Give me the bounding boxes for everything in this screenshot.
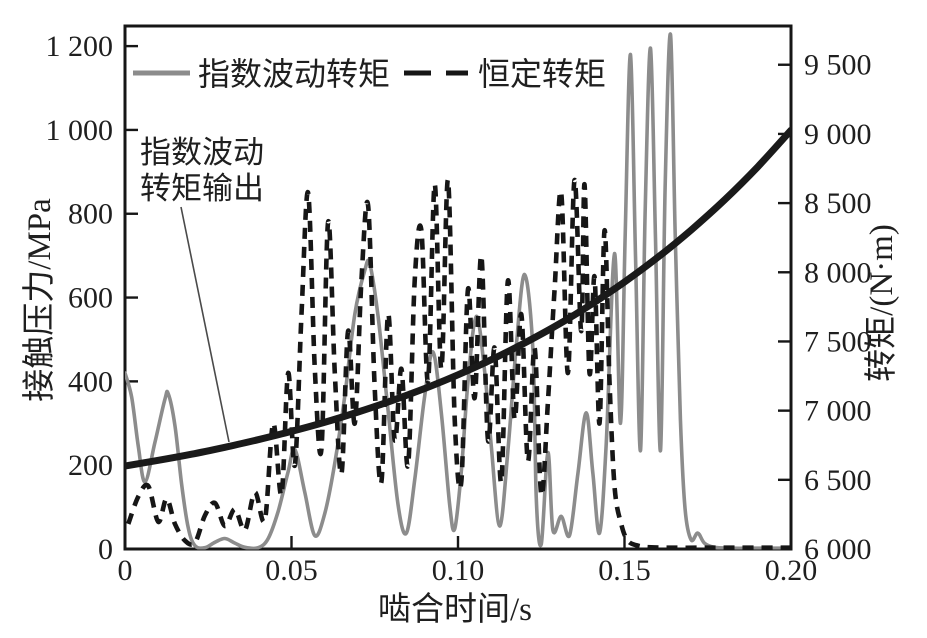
x-tick-label: 0.15	[598, 554, 651, 587]
x-tick-label: 0.05	[265, 554, 318, 587]
annotation-leader-line	[180, 206, 230, 443]
annotation-line1: 指数波动	[140, 135, 264, 170]
series-layer	[125, 32, 791, 550]
annotation-line2: 转矩输出	[140, 171, 264, 206]
legend-label-constant: 恒定转矩	[478, 56, 606, 92]
y-left-tick-label: 800	[68, 198, 113, 231]
y-right-tick-label: 8 500	[804, 187, 872, 220]
legend: 指数波动转矩 恒定转矩	[133, 56, 606, 92]
y-left-tick-label: 1 200	[46, 30, 114, 63]
y-left-tick-label: 1 000	[46, 114, 114, 147]
series-curve-1-constant-torque	[126, 177, 791, 550]
y-right-tick-label: 6 500	[804, 464, 872, 497]
series-curve-2-torque-output	[125, 126, 791, 470]
y-left-tick-label: 0	[98, 533, 113, 566]
y-left-tick-label: 200	[68, 449, 113, 482]
y-right-tick-label: 9 000	[804, 118, 872, 151]
annotation-torque-output: 指数波动 转矩输出	[140, 135, 264, 443]
plot-border	[123, 24, 793, 551]
y-right-tick-label: 7 500	[804, 325, 872, 358]
ticks-layer: 0 0.05 0.10 0.15 0.20 0 200 400 600 800 1 000 1 200…	[46, 30, 872, 587]
y-left-tick-label: 400	[68, 365, 113, 398]
x-tick-label: 0	[118, 554, 133, 587]
y-right-tick-label: 6 000	[804, 533, 872, 566]
y-right-tick-label: 8 000	[804, 256, 872, 289]
series-curve-0-fluctuating-torque	[125, 32, 791, 550]
left-y-axis-label: 接触压力/MPa	[21, 198, 58, 402]
x-tick-label: 0.10	[432, 554, 485, 587]
x-axis-label: 啮合时间/s	[378, 591, 532, 628]
y-right-tick-label: 7 000	[804, 395, 872, 428]
y-right-tick-label: 9 500	[804, 49, 872, 82]
right-y-axis-label: 转矩/(N·m)	[863, 224, 900, 382]
y-left-tick-label: 600	[68, 282, 113, 315]
x-tick-label: 0.20	[765, 554, 818, 587]
legend-label-fluctuating: 指数波动转矩	[198, 56, 390, 92]
